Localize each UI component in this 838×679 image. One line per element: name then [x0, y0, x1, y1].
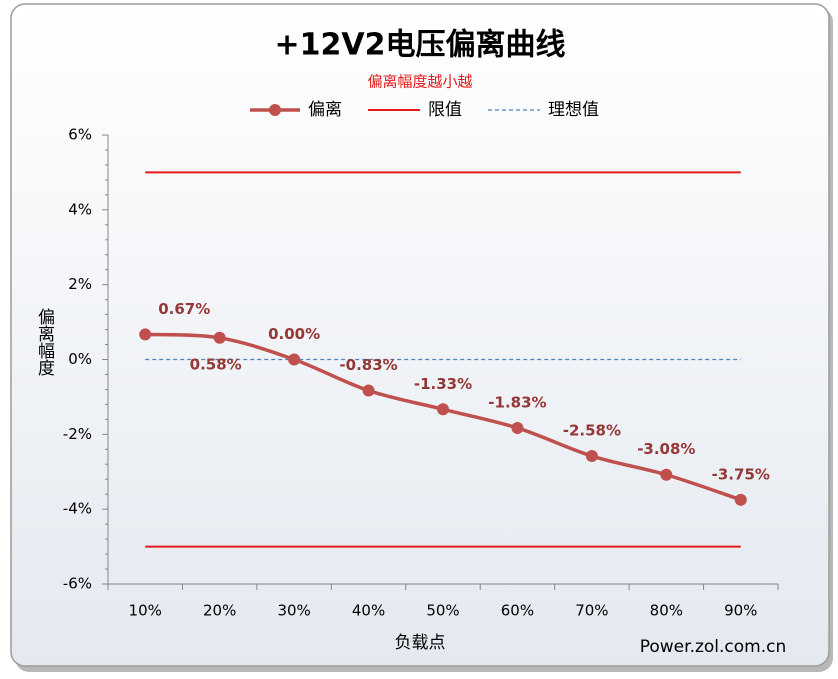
x-tick-label: 70% [575, 602, 608, 620]
data-point [288, 353, 301, 366]
legend-swatch-marker [269, 104, 281, 116]
data-point [660, 468, 673, 481]
data-point [362, 384, 375, 397]
data-label: -2.58% [563, 422, 621, 440]
frame [10, 3, 830, 667]
data-label: -3.08% [637, 440, 695, 458]
x-tick-label: 30% [277, 602, 310, 620]
y-axis-label: 偏离幅度 [34, 308, 55, 376]
x-tick-label: 40% [352, 602, 385, 620]
x-tick-label: 60% [501, 602, 534, 620]
data-point [734, 493, 747, 506]
chart-title: +12V2电压偏离曲线 [275, 28, 566, 63]
y-tick-label: 2% [68, 275, 92, 293]
x-tick-label: 10% [129, 602, 162, 620]
data-label: 0.58% [190, 355, 242, 373]
x-tick-label: 80% [650, 602, 683, 620]
data-label: 0.00% [268, 325, 320, 343]
watermark: Power.zol.com.cn [640, 637, 787, 657]
legend-label: 限值 [428, 100, 462, 120]
data-label: -3.75% [712, 465, 770, 483]
legend-label: 理想值 [548, 100, 599, 120]
data-point [139, 328, 152, 341]
x-tick-label: 90% [724, 602, 757, 620]
data-point [213, 331, 226, 344]
data-label: 0.67% [158, 300, 210, 318]
y-axis-label-text: 偏离幅度 [34, 308, 55, 376]
y-tick-label: -4% [63, 500, 92, 518]
legend-label: 偏离 [308, 100, 342, 120]
data-label: -1.33% [414, 375, 472, 393]
data-label: -0.83% [339, 356, 397, 374]
y-tick-label: -2% [63, 425, 92, 443]
data-point [437, 403, 449, 416]
data-label: -1.83% [488, 393, 546, 411]
y-tick-label: 0% [68, 350, 92, 368]
x-axis-label: 负载点 [395, 633, 446, 653]
y-tick-label: -6% [63, 575, 92, 593]
x-tick-label: 20% [203, 602, 236, 620]
data-point [585, 450, 598, 463]
y-tick-label: 4% [68, 200, 92, 218]
chart-subtitle: 偏离幅度越小越 [367, 73, 472, 91]
y-tick-label: 6% [68, 126, 92, 144]
x-tick-label: 50% [426, 602, 459, 620]
data-point [511, 421, 524, 434]
